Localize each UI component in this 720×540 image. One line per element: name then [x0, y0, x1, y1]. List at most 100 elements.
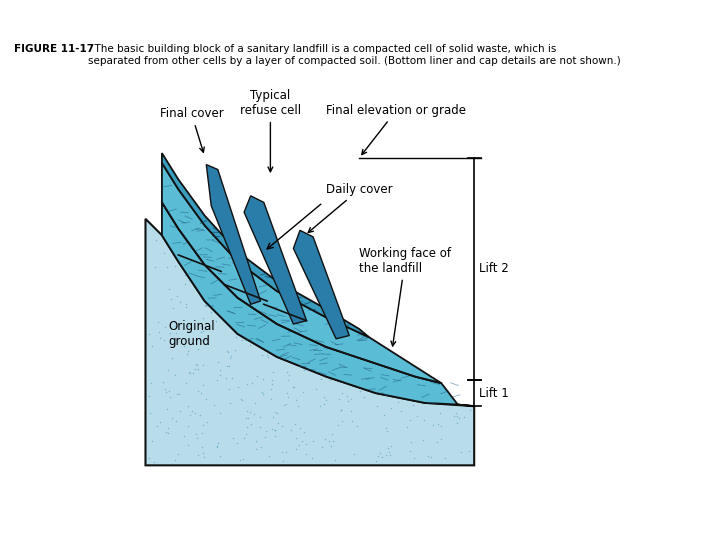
Text: PEARSON: PEARSON [634, 501, 720, 519]
Point [307, 454, 318, 463]
Point [221, 362, 233, 370]
Point [314, 402, 325, 410]
Text: Typical
refuse cell: Typical refuse cell [240, 89, 301, 172]
Point [225, 354, 236, 362]
Point [182, 346, 194, 355]
Point [190, 365, 202, 374]
Point [197, 314, 209, 322]
Point [384, 450, 395, 459]
Point [464, 406, 475, 415]
Point [152, 317, 163, 326]
Point [145, 409, 156, 417]
Point [171, 390, 183, 399]
Point [281, 367, 292, 376]
Point [408, 454, 420, 463]
Point [297, 388, 309, 397]
Point [197, 381, 208, 389]
Point [182, 402, 194, 410]
Point [271, 419, 283, 428]
Point [276, 448, 287, 456]
Point [298, 427, 310, 436]
Point [166, 413, 178, 422]
Point [345, 407, 356, 415]
Point [189, 409, 201, 417]
Point [431, 438, 443, 447]
Point [164, 329, 176, 338]
Point [172, 292, 184, 300]
Point [168, 317, 180, 326]
Point [412, 411, 423, 420]
Point [346, 394, 357, 403]
Point [354, 386, 366, 395]
Point [161, 388, 172, 396]
Point [161, 404, 173, 413]
Point [448, 411, 459, 420]
Point [171, 329, 182, 338]
Point [251, 372, 263, 380]
Point [150, 263, 161, 272]
Point [212, 375, 223, 384]
Point [179, 271, 191, 279]
Point [261, 350, 272, 359]
Point [283, 376, 294, 385]
Point [196, 295, 207, 303]
Point [238, 434, 249, 442]
Point [196, 328, 207, 336]
Point [450, 408, 462, 417]
Point [266, 375, 277, 384]
Point [381, 450, 392, 459]
Point [240, 414, 252, 422]
Point [237, 335, 248, 344]
Point [256, 350, 268, 359]
Point [289, 420, 300, 429]
Point [190, 360, 202, 368]
Point [404, 446, 415, 455]
Point [214, 408, 225, 417]
Point [227, 433, 238, 442]
Point [260, 433, 271, 442]
Point [266, 379, 278, 388]
Point [153, 328, 165, 336]
Point [276, 422, 288, 431]
Point [214, 452, 225, 461]
Point [152, 421, 163, 430]
Point [192, 451, 204, 460]
Point [159, 384, 171, 393]
Point [315, 375, 326, 384]
Point [192, 361, 203, 369]
Point [435, 435, 446, 443]
Point [240, 407, 252, 416]
Point [269, 426, 281, 434]
Point [197, 449, 209, 457]
Point [320, 396, 332, 404]
Point [418, 416, 430, 424]
Point [180, 300, 192, 308]
Point [197, 421, 209, 430]
Point [183, 275, 194, 284]
Point [454, 414, 465, 422]
Point [271, 409, 283, 417]
Point [320, 435, 331, 443]
Point [195, 321, 207, 330]
Point [371, 457, 382, 465]
Point [265, 394, 276, 403]
Point [262, 353, 274, 362]
Point [168, 322, 180, 331]
Point [211, 443, 222, 452]
Point [233, 383, 244, 391]
Point [451, 418, 463, 427]
Point [197, 327, 209, 335]
Point [241, 379, 253, 388]
Point [285, 426, 297, 434]
Point [384, 441, 396, 450]
Point [230, 346, 241, 355]
Point [404, 415, 415, 424]
Point [359, 393, 370, 401]
Polygon shape [207, 165, 261, 304]
Point [426, 453, 437, 462]
Point [197, 360, 209, 369]
Point [237, 395, 248, 404]
Point [245, 407, 256, 416]
Text: The basic building block of a sanitary landfill is a compacted cell of solid was: The basic building block of a sanitary l… [89, 44, 621, 66]
Text: Working face of
the landfill: Working face of the landfill [359, 247, 451, 346]
